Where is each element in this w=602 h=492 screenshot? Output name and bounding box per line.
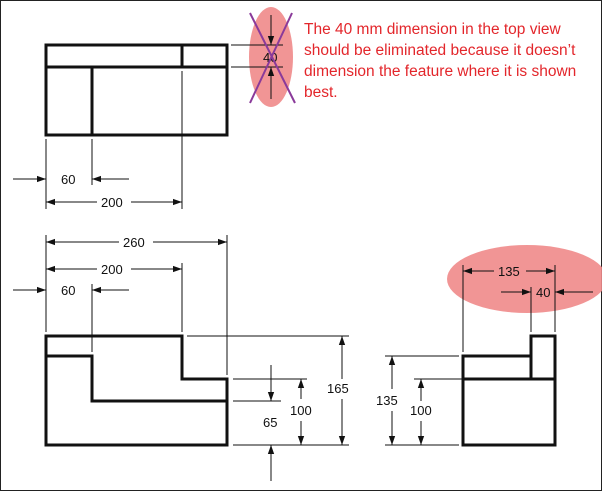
side-dim-135-width-label: 135 <box>498 264 520 279</box>
side-dim-100-label: 100 <box>410 403 432 418</box>
top-view <box>13 15 283 209</box>
front-dim-165-label: 165 <box>327 381 349 396</box>
side-view <box>385 265 593 447</box>
front-view <box>13 235 349 481</box>
front-dim-60-label: 60 <box>61 283 75 298</box>
side-view-outline-upper <box>461 334 557 379</box>
top-view-outline <box>44 43 229 137</box>
strike-cross <box>249 12 296 104</box>
annotation-note: The 40 mm dimension in the top view shou… <box>304 21 577 101</box>
top-dim-60-label: 60 <box>61 172 75 187</box>
front-dim-65-label: 65 <box>263 415 277 430</box>
side-view-outline-lower <box>461 377 557 447</box>
side-dim-135-height-label: 135 <box>376 393 398 408</box>
front-dim-200-label: 200 <box>101 262 123 277</box>
front-dim-260-label: 260 <box>123 235 145 250</box>
top-dim-200-label: 200 <box>101 195 123 210</box>
front-view-step <box>46 354 227 403</box>
side-dim-40-label: 40 <box>536 285 550 300</box>
highlight-side-135-40 <box>447 245 602 313</box>
front-dim-100-label: 100 <box>290 403 312 418</box>
front-view-outline <box>44 334 229 447</box>
